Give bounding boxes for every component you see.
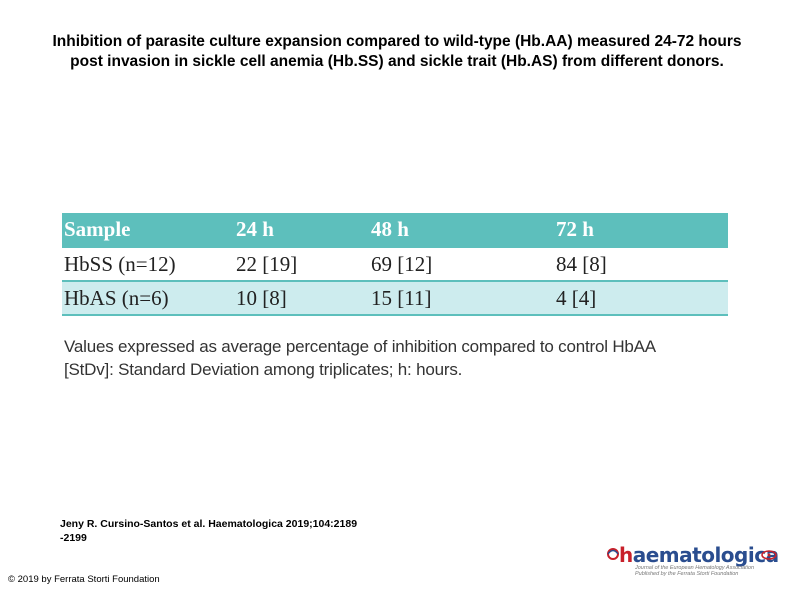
title-line-1: Inhibition of parasite culture expansion… [52,33,742,50]
cell-48h: 15 [11] [371,285,432,310]
results-table-figure: Sample 24 h 48 h 72 h HbSS (n=12) 22 [19… [62,213,728,316]
copyright-notice: © 2019 by Ferrata Storti Foundation [8,574,160,585]
haematologica-logo: haematologica Journal of the European He… [605,543,780,579]
citation: Jeny R. Cursino-Santos et al. Haematolog… [60,517,420,545]
cell-72h: 84 [8] [556,251,607,276]
cell-72h: 4 [4] [556,285,597,310]
header-24h: 24 h [236,217,274,241]
footnote-line-1: Values expressed as average percentage o… [64,337,656,356]
logo-tagline-1: Journal of the European Hematology Assoc… [635,565,755,571]
cell-24h: 10 [8] [236,285,287,310]
footnote-line-2: [StDv]: Standard Deviation among triplic… [64,360,463,379]
table-row: HbAS (n=6) 10 [8] 15 [11] 4 [4] [62,281,728,315]
table-header-row: Sample 24 h 48 h 72 h [62,213,728,247]
logo-wordmark-rest: aematologica [632,543,779,567]
table-row: HbSS (n=12) 22 [19] 69 [12] 84 [8] [62,247,728,281]
slide-title: Inhibition of parasite culture expansion… [20,32,774,72]
association-emblem-icon [761,550,777,560]
citation-line-2: -2199 [60,532,87,544]
header-48h: 48 h [371,217,409,241]
logo-tagline: Journal of the European Hematology Assoc… [635,565,754,577]
title-line-2: post invasion in sickle cell anemia (Hb.… [70,53,724,70]
header-72h: 72 h [556,217,594,241]
cell-sample: HbAS (n=6) [64,285,169,310]
header-sample: Sample [64,217,131,241]
cell-sample: HbSS (n=12) [64,251,176,276]
logo-wordmark: haematologica [619,543,779,567]
results-table: Sample 24 h 48 h 72 h HbSS (n=12) 22 [19… [62,213,728,316]
cell-48h: 69 [12] [371,251,433,276]
citation-line-1: Jeny R. Cursino-Santos et al. Haematolog… [60,518,358,530]
logo-mark-icon [607,548,619,560]
table-footnote: Values expressed as average percentage o… [64,335,744,381]
cell-24h: 22 [19] [236,251,298,276]
logo-tagline-2: Published by the Ferrata Storti Foundati… [635,571,739,577]
logo-wordmark-h: h [619,543,633,567]
